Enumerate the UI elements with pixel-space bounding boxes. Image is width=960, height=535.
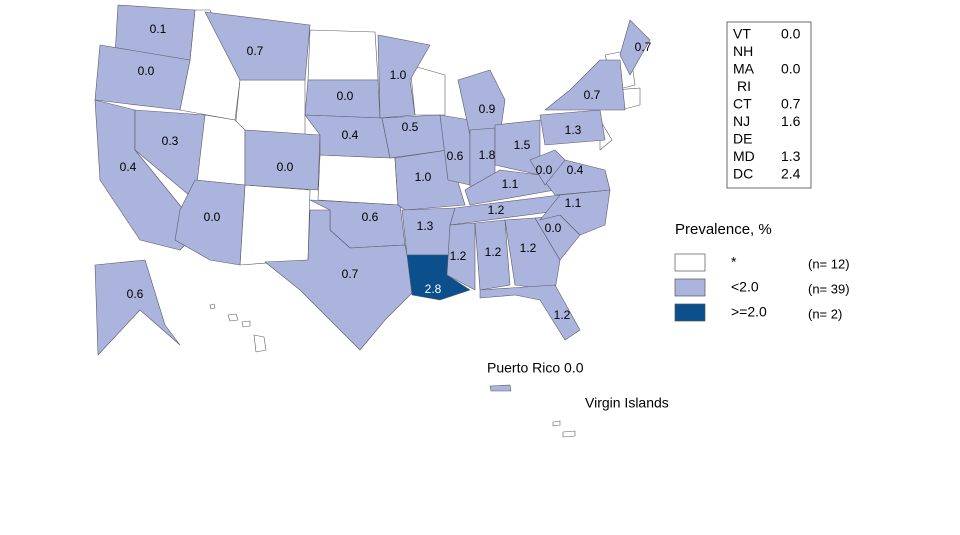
small-state-name: VT <box>733 26 751 42</box>
small-state-name: NJ <box>733 113 750 129</box>
legend-swatch <box>674 278 706 297</box>
small-state-value: 2.4 <box>781 166 801 182</box>
legend-title: Prevalence, % <box>675 221 772 238</box>
state-value: 0.0 <box>337 89 354 103</box>
state-value: 1.2 <box>488 203 505 217</box>
state-value: 1.3 <box>417 219 434 233</box>
state <box>529 149 566 186</box>
hawaii <box>241 320 251 328</box>
small-state-name: DE <box>733 131 752 147</box>
state <box>409 64 446 116</box>
state <box>204 11 311 81</box>
state <box>304 114 391 159</box>
state <box>539 109 606 146</box>
state <box>234 79 306 136</box>
legend-label: * <box>731 254 737 270</box>
state-value: 1.0 <box>390 68 407 82</box>
small-state-value: 0.0 <box>781 26 801 42</box>
legend-label: >=2.0 <box>731 304 767 320</box>
state <box>94 259 181 356</box>
virgin-islands <box>552 420 561 427</box>
legend-swatch <box>674 303 706 322</box>
state-value: 2.8 <box>425 282 442 296</box>
state-value: 1.2 <box>485 245 502 259</box>
hawaii <box>227 313 239 322</box>
hawaii <box>253 334 267 353</box>
small-state-name: MD <box>733 148 755 164</box>
state-value: 1.2 <box>520 241 537 255</box>
state-value: 0.6 <box>362 210 379 224</box>
small-state-name: RI <box>737 78 751 94</box>
territory-label: Virgin Islands <box>585 395 669 411</box>
state-value: 1.2 <box>450 249 467 263</box>
state <box>544 59 626 111</box>
state <box>377 34 431 119</box>
legend-swatch <box>674 253 706 272</box>
state-value: 0.5 <box>402 120 419 134</box>
state-value: 0.4 <box>120 160 137 174</box>
state <box>307 29 379 81</box>
hawaii <box>209 303 216 310</box>
small-state-value: 1.3 <box>781 148 801 164</box>
state-value: 0.9 <box>479 102 496 116</box>
state <box>619 19 651 76</box>
state <box>244 129 321 191</box>
legend-count: (n= 39) <box>808 281 850 296</box>
state <box>474 219 511 291</box>
state-value: 0.7 <box>342 267 359 281</box>
state <box>504 217 561 291</box>
state-value: 1.2 <box>554 308 571 322</box>
small-state-value: 0.0 <box>781 61 801 77</box>
state <box>457 69 506 136</box>
small-state-name: NH <box>733 43 753 59</box>
puerto-rico <box>489 384 512 392</box>
state-value: 0.0 <box>277 160 294 174</box>
state-value: 1.1 <box>502 177 519 191</box>
state-value: 1.8 <box>479 148 496 162</box>
territory-label: Puerto Rico 0.0 <box>487 360 584 376</box>
state <box>479 284 581 341</box>
state-value: 0.4 <box>342 128 359 142</box>
virgin-islands <box>562 430 576 438</box>
state <box>317 154 399 206</box>
legend-count: (n= 12) <box>808 256 850 271</box>
state <box>239 184 311 266</box>
state-value: 1.1 <box>565 196 582 210</box>
small-state-name: DC <box>733 166 753 182</box>
state <box>94 44 191 111</box>
state-value: 0.0 <box>545 221 562 235</box>
state-value: 0.3 <box>162 134 179 148</box>
small-state-name: CT <box>733 96 752 112</box>
legend-label: <2.0 <box>731 279 759 295</box>
state-value: 0.6 <box>127 287 144 301</box>
state-value: 0.0 <box>204 210 221 224</box>
state-value: 0.1 <box>150 22 167 36</box>
state-value: 0.6 <box>447 149 464 163</box>
state-value: 0.7 <box>247 44 264 58</box>
state-value: 1.0 <box>415 170 432 184</box>
small-state-value: 0.7 <box>781 96 801 112</box>
small-state-value: 1.6 <box>781 113 801 129</box>
state-value: 0.7 <box>635 40 652 54</box>
state <box>446 222 476 291</box>
state <box>264 209 416 351</box>
state-value: 0.7 <box>584 88 601 102</box>
state <box>174 179 246 266</box>
small-state-name: MA <box>733 61 755 77</box>
state-value: 0.4 <box>567 163 584 177</box>
state-value: 0.0 <box>536 163 553 177</box>
state-value: 0.0 <box>138 64 155 78</box>
state-value: 1.5 <box>514 138 531 152</box>
state-value: 1.3 <box>565 123 582 137</box>
legend-count: (n= 2) <box>808 306 842 321</box>
small-states-box <box>726 21 812 189</box>
